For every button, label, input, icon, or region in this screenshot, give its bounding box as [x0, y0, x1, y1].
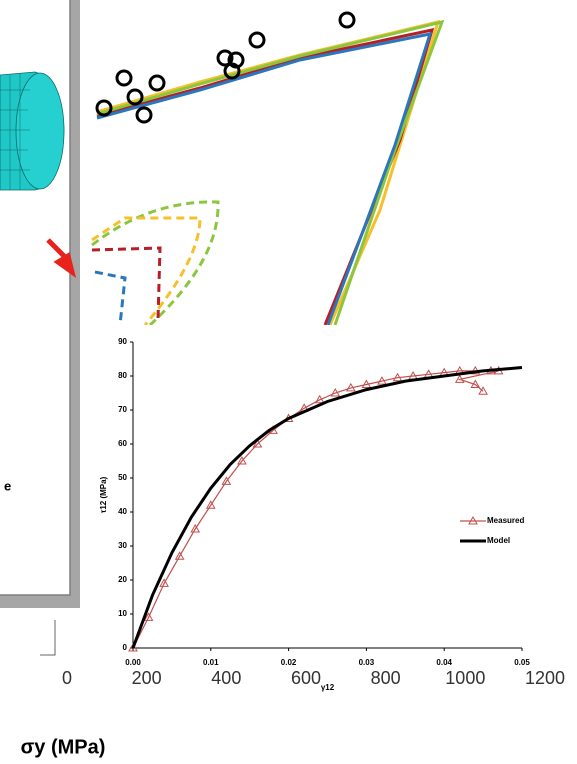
mesh-cylinder — [0, 72, 64, 190]
y-tick-label: 20 — [118, 575, 127, 584]
background-curves — [97, 22, 442, 325]
y-tick-label: 30 — [118, 541, 127, 550]
x-tick-label: 0.04 — [436, 658, 452, 667]
inset-chart — [85, 325, 577, 667]
x-tick-label: 0.02 — [281, 658, 297, 667]
y-tick-label: 0 — [123, 643, 128, 652]
legend-label: Measured — [487, 516, 524, 525]
y-tick-label: 40 — [118, 507, 127, 516]
y-tick-label: 50 — [118, 473, 127, 482]
page: e 0 200 400 600 800 1000 1200 0 10 20 30 40 50 60 70 8… — [0, 0, 577, 764]
x-tick-label: 0.03 — [359, 658, 375, 667]
x-tick-label: 1200 — [525, 668, 565, 688]
x-axis-label: γ12 — [321, 683, 335, 692]
panel-shadow — [70, 0, 80, 608]
y-tick-label: 90 — [118, 337, 127, 346]
x-tick-label: 0.05 — [514, 658, 530, 667]
x-tick-label: 0.01 — [203, 658, 219, 667]
panel-shadow — [0, 595, 80, 608]
y-tick-label: 80 — [118, 371, 127, 380]
legend-label: Model — [487, 536, 510, 545]
x-tick-label: 1000 — [445, 668, 485, 688]
x-tick-label: 0 — [62, 668, 72, 688]
background-dashed — [92, 202, 218, 325]
y-tick-label: 10 — [118, 609, 127, 618]
bracket — [40, 620, 55, 655]
x-tick-label: 800 — [371, 668, 401, 688]
x-axis-label: σy (MPa) — [21, 736, 106, 758]
x-tick-label: 0.00 — [125, 658, 141, 667]
panel-text: e — [4, 478, 11, 493]
y-axis-label: τ12 (MPa) — [99, 476, 108, 513]
x-tick-label: 400 — [211, 668, 241, 688]
y-tick-label: 60 — [118, 439, 127, 448]
y-tick-label: 70 — [118, 405, 127, 414]
x-tick-label: 600 — [291, 668, 321, 688]
x-tick-label: 200 — [132, 668, 162, 688]
